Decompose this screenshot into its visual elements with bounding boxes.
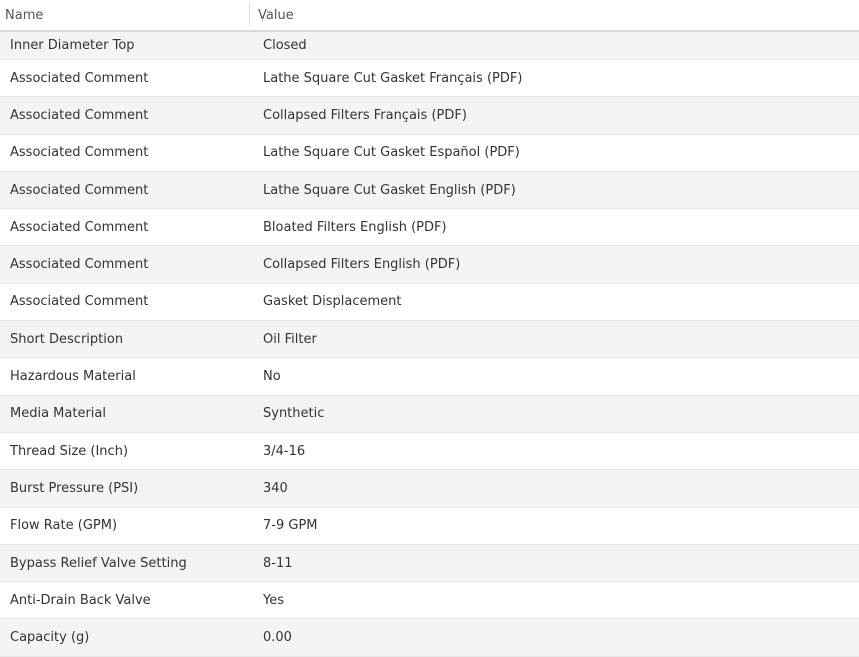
- column-header-value[interactable]: Value: [258, 8, 294, 23]
- property-name: Capacity (g): [10, 630, 90, 646]
- property-value: 7-9 GPM: [263, 518, 318, 534]
- property-name: Associated Comment: [10, 257, 149, 273]
- table-row[interactable]: Anti-Drain Back Valve Yes: [0, 582, 859, 620]
- table-row[interactable]: Media Material Synthetic: [0, 395, 859, 433]
- property-name: Anti-Drain Back Valve: [10, 592, 151, 608]
- property-name: Burst Pressure (PSI): [10, 480, 139, 496]
- property-name: Bypass Relief Valve Setting: [10, 555, 187, 571]
- property-name: Associated Comment: [10, 107, 149, 123]
- property-value: No: [263, 369, 281, 385]
- property-value: Oil Filter: [263, 331, 317, 347]
- property-value: 3/4-16: [263, 443, 306, 459]
- table-row[interactable]: Thread Size (Inch) 3/4-16: [0, 432, 859, 471]
- table-row[interactable]: Associated Comment Collapsed Filters Engl…: [0, 246, 859, 284]
- property-value: Yes: [263, 592, 284, 608]
- property-name: Associated Comment: [10, 294, 149, 310]
- table-row[interactable]: Bypass Relief Valve Setting 8-11: [0, 544, 859, 583]
- column-header-name[interactable]: Name: [0, 4, 250, 26]
- table-row[interactable]: Capacity (g) 0.00: [0, 619, 859, 657]
- property-value: Lathe Square Cut Gasket Français (PDF): [263, 70, 523, 86]
- property-value: 340: [263, 480, 288, 496]
- property-value: Gasket Displacement: [263, 294, 402, 310]
- table-row[interactable]: Associated Comment Lathe Square Cut Gaske…: [0, 171, 859, 210]
- property-value: 0.00: [263, 630, 292, 646]
- table-row[interactable]: Burst Pressure (PSI) 340: [0, 470, 859, 508]
- property-value: Lathe Square Cut Gasket Español (PDF): [263, 145, 520, 161]
- property-value: Collapsed Filters English (PDF): [263, 257, 461, 273]
- property-name: Hazardous Material: [10, 369, 136, 385]
- table-body: Inner Diameter Top Closed Associated Comme…: [0, 32, 859, 657]
- property-value: Bloated Filters English (PDF): [263, 219, 447, 235]
- table-row[interactable]: Flow Rate (GPM) 7-9 GPM: [0, 507, 859, 545]
- property-value: Synthetic: [263, 406, 325, 422]
- property-name: Associated Comment: [10, 219, 149, 235]
- property-name: Inner Diameter Top: [10, 38, 135, 53]
- table-row[interactable]: Associated Comment Gasket Displacement: [0, 283, 859, 322]
- property-name: Associated Comment: [10, 145, 149, 161]
- table-header: Name Value: [0, 0, 859, 32]
- property-value: Lathe Square Cut Gasket English (PDF): [263, 182, 516, 198]
- property-name: Media Material: [10, 406, 106, 422]
- property-name: Short Description: [10, 331, 124, 347]
- table-row[interactable]: Associated Comment Collapsed Filters Fran…: [0, 97, 859, 135]
- property-name: Associated Comment: [10, 70, 149, 86]
- table-row[interactable]: Associated Comment Bloated Filters Englis…: [0, 209, 859, 247]
- table-row[interactable]: Short Description Oil Filter: [0, 321, 859, 359]
- table-row[interactable]: Associated Comment Lathe Square Cut Gaske…: [0, 60, 859, 98]
- property-name: Flow Rate (GPM): [10, 518, 118, 534]
- property-name: Thread Size (Inch): [10, 443, 129, 459]
- property-value: 8-11: [263, 555, 293, 571]
- table-row[interactable]: Associated Comment Lathe Square Cut Gaske…: [0, 134, 859, 172]
- property-value: Closed: [263, 38, 307, 53]
- table-row[interactable]: Inner Diameter Top Closed: [0, 32, 859, 60]
- property-name: Associated Comment: [10, 182, 149, 198]
- table-row[interactable]: Hazardous Material No: [0, 358, 859, 396]
- property-value: Collapsed Filters Français (PDF): [263, 107, 467, 123]
